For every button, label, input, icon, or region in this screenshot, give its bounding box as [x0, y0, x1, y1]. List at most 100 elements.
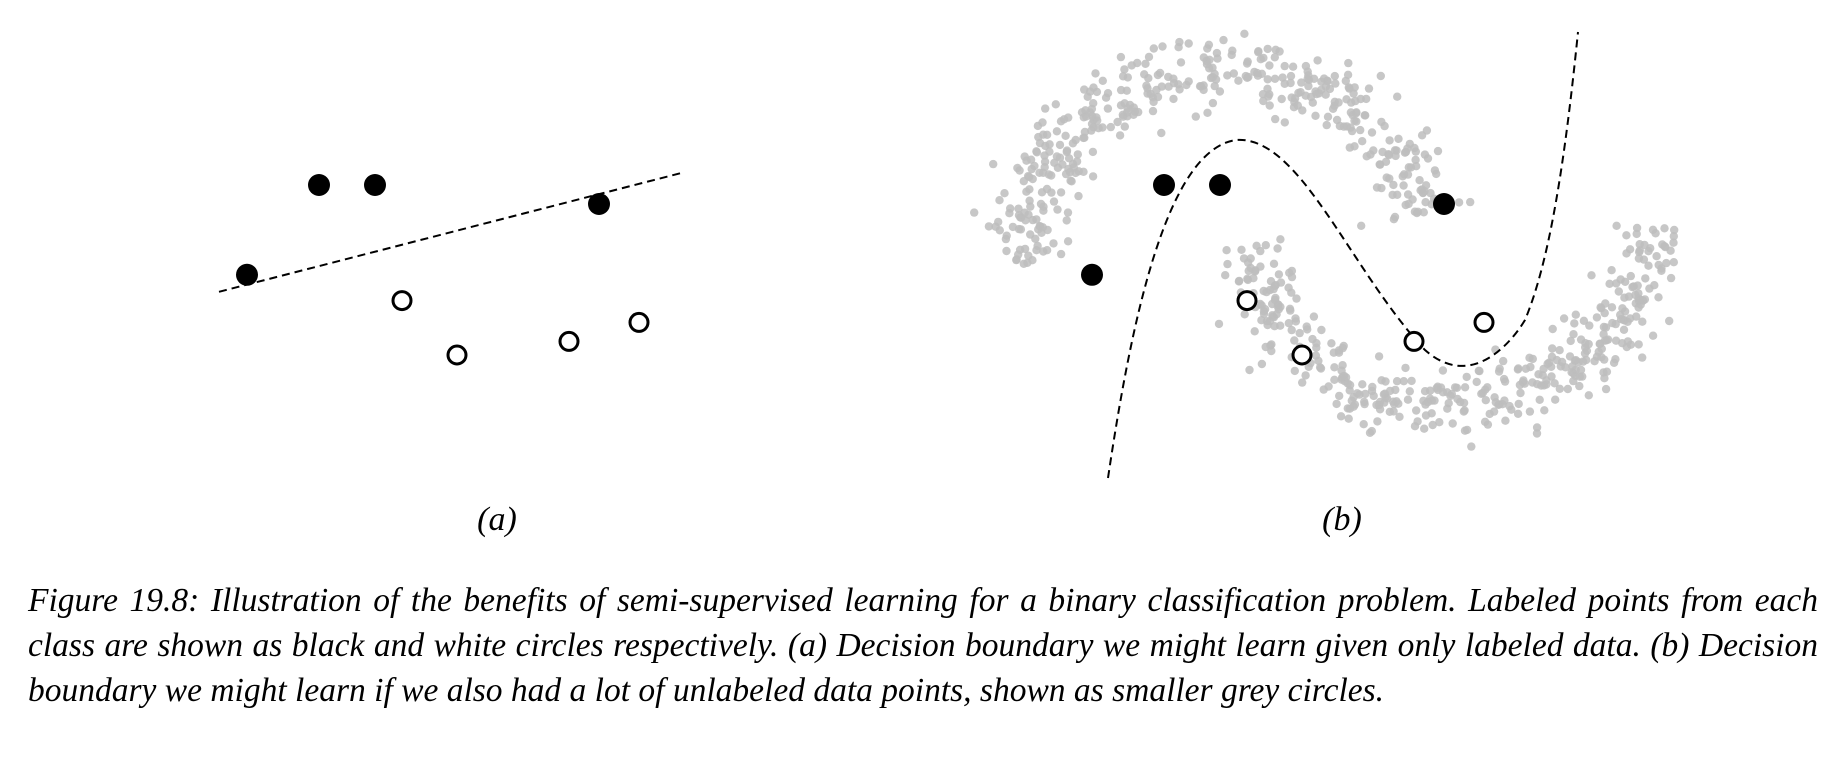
unlabeled-point	[1298, 378, 1307, 387]
unlabeled-point	[1635, 246, 1645, 255]
unlabeled-point	[1654, 293, 1663, 302]
unlabeled-point	[1020, 152, 1029, 161]
unlabeled-point	[984, 222, 994, 231]
unlabeled-point	[1210, 81, 1219, 91]
unlabeled-point	[1395, 412, 1404, 421]
unlabeled-point	[1032, 215, 1041, 224]
unlabeled-point	[1421, 411, 1431, 420]
unlabeled-point	[1113, 117, 1122, 127]
unlabeled-point	[1120, 65, 1129, 74]
unlabeled-point	[1368, 382, 1377, 392]
unlabeled-point	[991, 222, 1000, 231]
unlabeled-point	[1366, 150, 1375, 159]
unlabeled-point	[1351, 109, 1361, 118]
unlabeled-point	[1417, 185, 1427, 194]
unlabeled-point	[1519, 376, 1528, 385]
panel-a: (a)	[218, 171, 683, 538]
unlabeled-point	[1592, 313, 1602, 322]
unlabeled-point	[1563, 384, 1573, 394]
unlabeled-point	[1297, 78, 1306, 87]
unlabeled-point	[1301, 61, 1311, 71]
unlabeled-point	[1622, 249, 1631, 258]
unlabeled-point	[1382, 394, 1392, 403]
unlabeled-point	[1533, 380, 1542, 389]
unlabeled-point	[1337, 366, 1346, 375]
unlabeled-point	[1016, 225, 1026, 234]
unlabeled-point	[1454, 198, 1464, 207]
unlabeled-point	[1025, 196, 1034, 205]
unlabeled-point	[1448, 419, 1457, 428]
unlabeled-point	[1012, 255, 1021, 264]
unlabeled-point	[1411, 155, 1420, 165]
unlabeled-point	[1349, 89, 1358, 98]
unlabeled-point	[1376, 160, 1385, 169]
unlabeled-point	[1550, 379, 1559, 388]
unlabeled-point	[1240, 310, 1249, 319]
labeled-black-point	[1153, 174, 1175, 196]
unlabeled-point	[1301, 371, 1310, 380]
unlabeled-point	[1651, 229, 1660, 238]
unlabeled-point	[1526, 362, 1535, 372]
unlabeled-point	[1270, 53, 1280, 62]
unlabeled-point	[1267, 346, 1276, 356]
unlabeled-point	[1265, 61, 1274, 70]
unlabeled-point	[1634, 340, 1643, 349]
unlabeled-point	[1584, 391, 1594, 400]
unlabeled-point	[1174, 43, 1183, 52]
unlabeled-point	[1638, 353, 1647, 362]
unlabeled-point	[1548, 344, 1557, 353]
unlabeled-point	[1027, 164, 1036, 174]
decision-boundary-linear	[218, 171, 683, 293]
unlabeled-point	[1222, 246, 1231, 255]
unlabeled-point	[1174, 80, 1183, 89]
unlabeled-point	[970, 208, 979, 217]
unlabeled-point	[1500, 396, 1509, 405]
unlabeled-point	[1116, 52, 1126, 62]
unlabeled-point	[1428, 420, 1437, 430]
unlabeled-point	[1543, 359, 1552, 368]
unlabeled-point	[1513, 409, 1523, 418]
decision-boundary-curved	[1107, 31, 1579, 479]
unlabeled-point	[1120, 122, 1130, 131]
labeled-black-point	[588, 193, 610, 215]
unlabeled-point	[1313, 56, 1322, 65]
labeled-black-point	[236, 263, 258, 286]
unlabeled-point	[1325, 84, 1335, 94]
unlabeled-point	[1334, 348, 1344, 357]
unlabeled-point	[1277, 94, 1286, 104]
unlabeled-point	[1344, 414, 1353, 423]
unlabeled-point	[1618, 304, 1627, 313]
unlabeled-point	[1298, 106, 1307, 115]
unlabeled-point	[1087, 126, 1096, 135]
unlabeled-point	[1438, 388, 1448, 397]
unlabeled-point	[1234, 76, 1243, 85]
unlabeled-point	[1525, 353, 1534, 362]
unlabeled-point	[1064, 113, 1073, 122]
unlabeled-point	[1321, 90, 1330, 99]
unlabeled-point	[1351, 96, 1360, 106]
unlabeled-point	[1049, 239, 1058, 248]
unlabeled-point	[1481, 385, 1490, 394]
unlabeled-point	[1317, 325, 1326, 335]
unlabeled-point	[1269, 259, 1279, 268]
unlabeled-point	[1435, 418, 1444, 427]
unlabeled-point	[1670, 225, 1679, 235]
unlabeled-point	[1481, 396, 1491, 405]
unlabeled-point	[1597, 353, 1606, 362]
unlabeled-point	[1330, 363, 1339, 372]
unlabeled-point	[1295, 328, 1304, 338]
unlabeled-point	[1336, 412, 1346, 421]
unlabeled-point	[1250, 327, 1259, 336]
labeled-white-point	[1403, 330, 1425, 352]
unlabeled-point	[1064, 164, 1073, 174]
unlabeled-point	[1103, 104, 1113, 113]
unlabeled-point	[1452, 383, 1462, 392]
labeled-white-point	[391, 290, 413, 312]
unlabeled-point	[1039, 206, 1048, 215]
unlabeled-point	[1229, 69, 1239, 78]
unlabeled-point	[1422, 126, 1432, 135]
unlabeled-point	[1032, 148, 1042, 157]
unlabeled-point	[1079, 167, 1088, 176]
unlabeled-point	[1127, 61, 1136, 70]
unlabeled-point	[1315, 363, 1325, 372]
